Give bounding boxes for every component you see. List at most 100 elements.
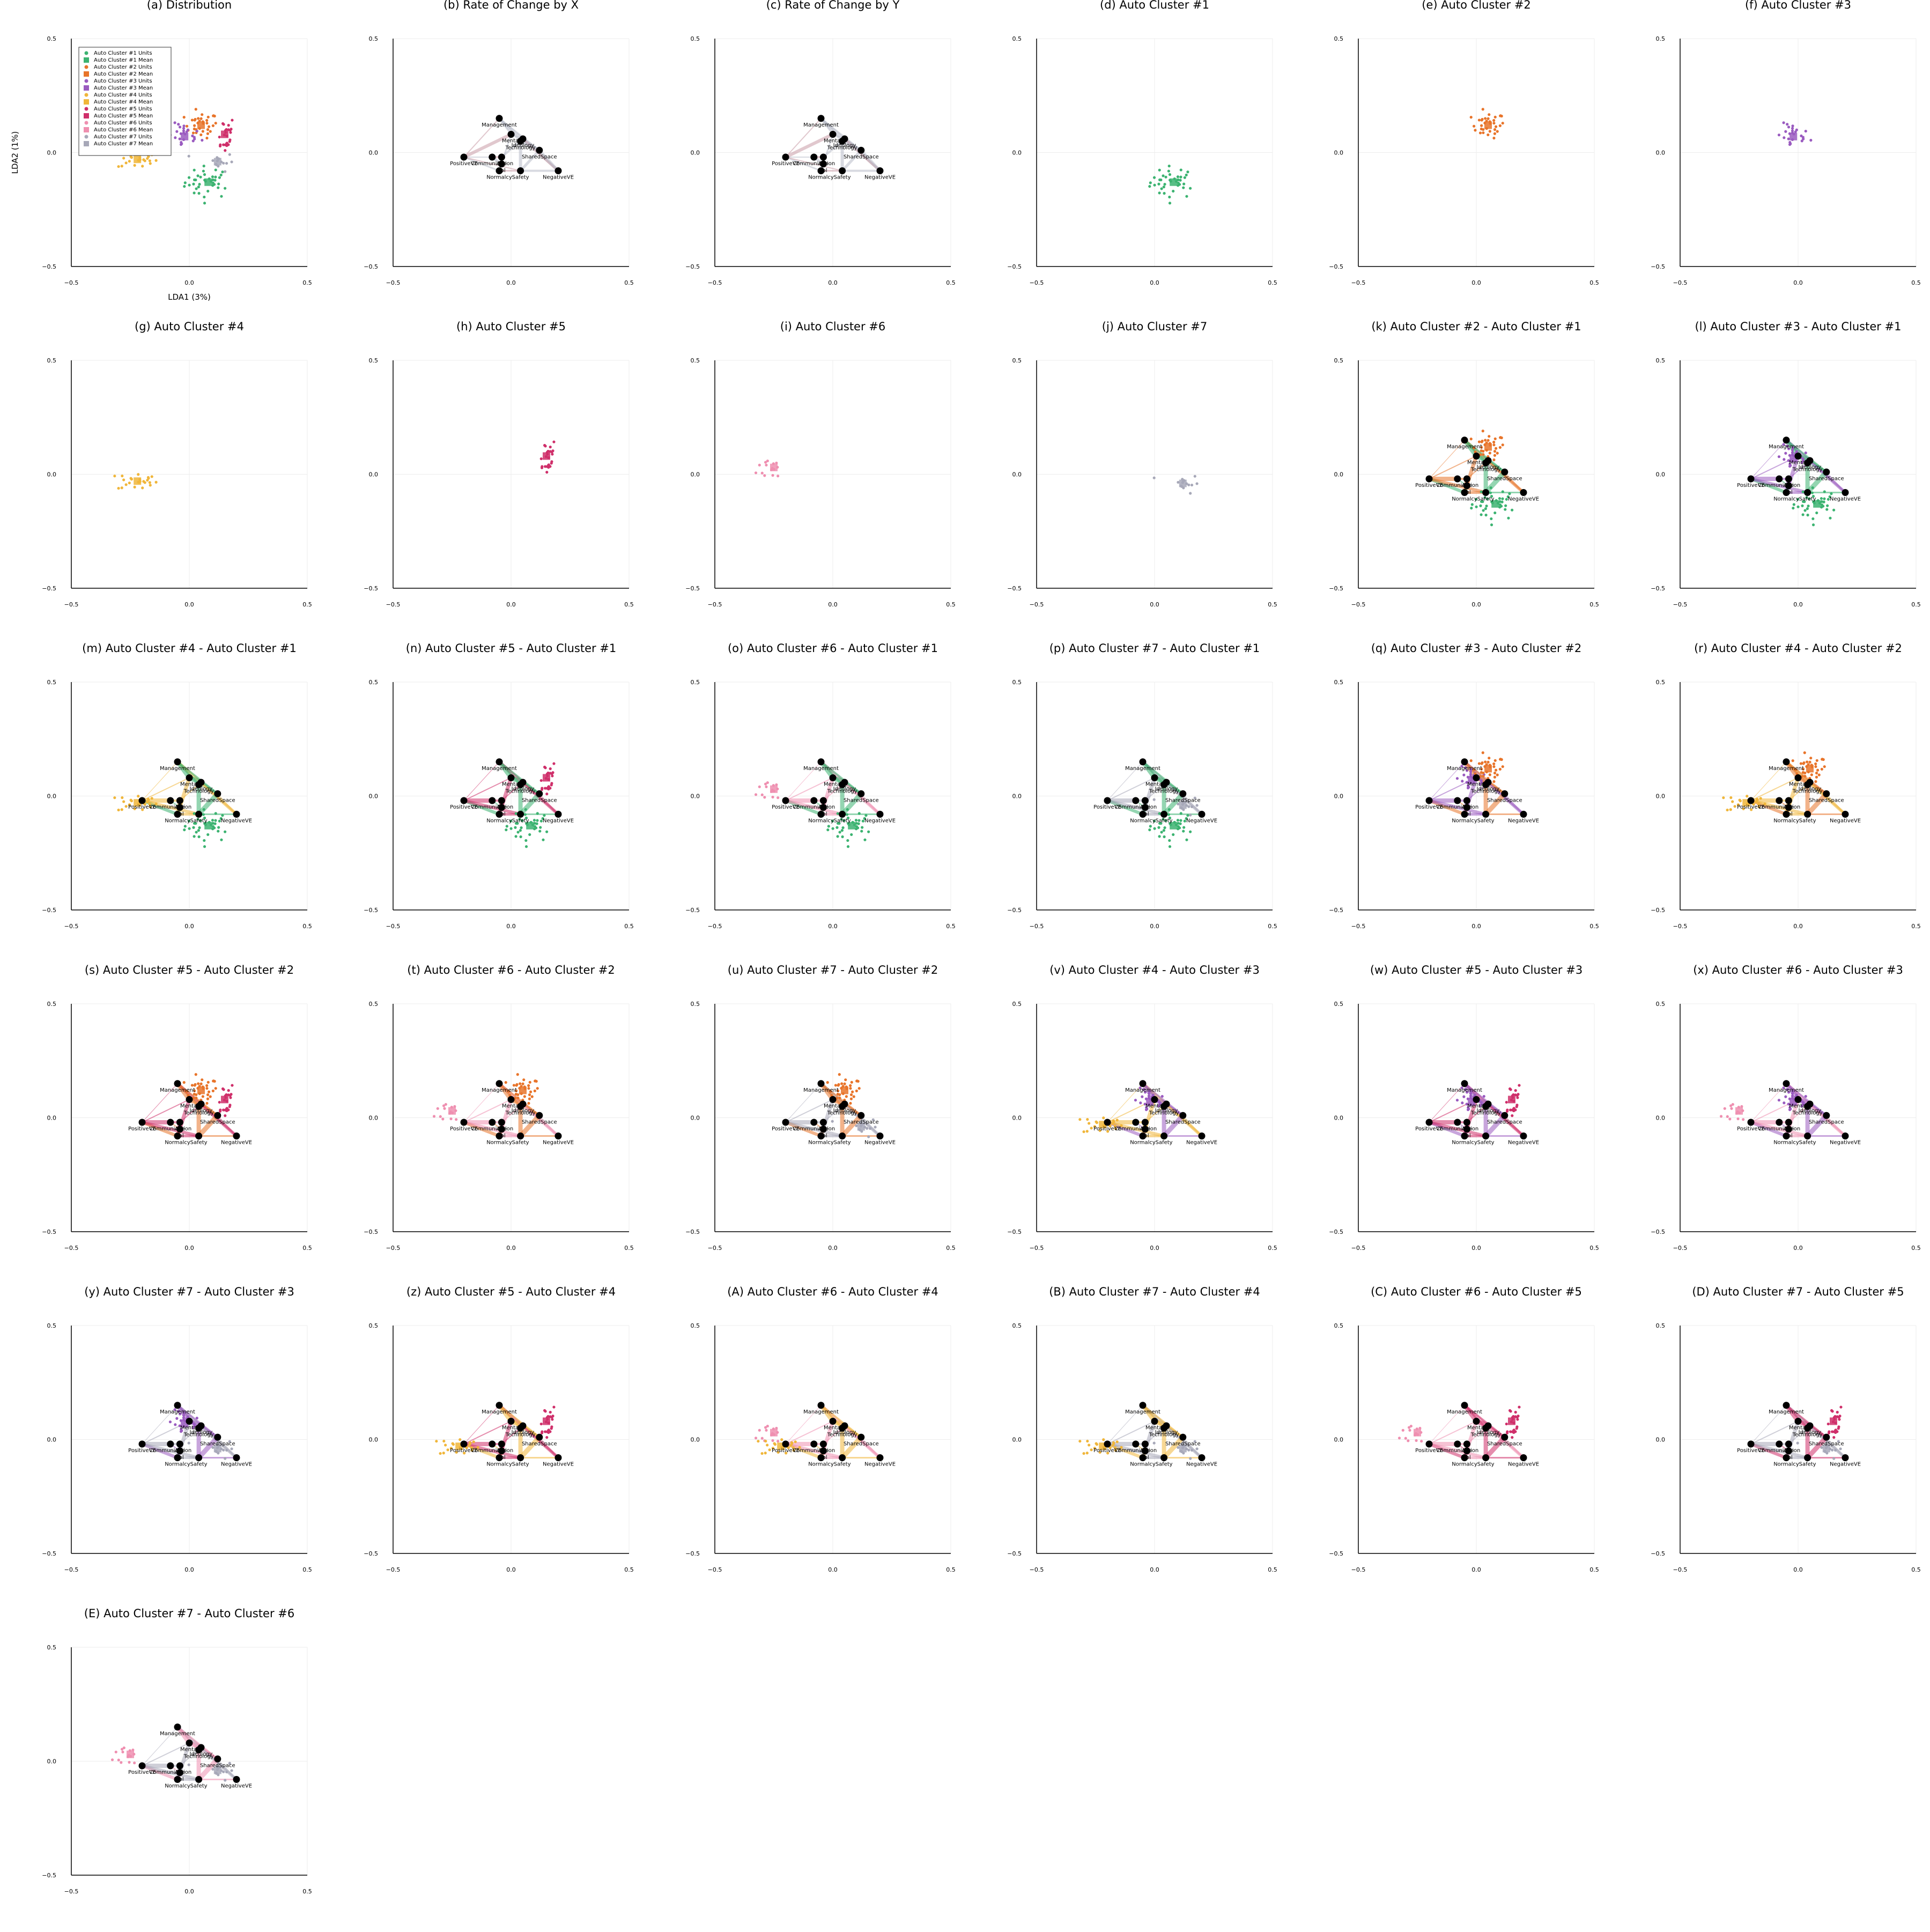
unit-point [228,1094,232,1097]
unit-point [150,475,153,478]
node-point [1179,1112,1187,1119]
unit-point [206,833,210,837]
unit-point [202,813,205,816]
unit-point [195,831,198,834]
unit-point [1472,768,1476,771]
edge-arrow [1483,1434,1507,1460]
unit-point [1168,195,1171,199]
unit-point [1093,1447,1096,1450]
node-label: Ideology [512,1430,535,1435]
node-label: Safety [512,175,529,181]
node-label: Ideology [1477,786,1500,792]
unit-point [212,183,216,186]
unit-point [845,813,848,816]
unit-point [1482,128,1485,131]
node-label: Safety [512,1140,529,1146]
unit-point [193,137,196,140]
unit-point [1487,760,1490,764]
unit-point [836,821,840,825]
unit-point [182,1416,186,1419]
unit-point [1832,508,1836,512]
x-tick-label: 0.0 [184,1245,194,1252]
unit-point [866,1127,869,1130]
node-point [839,1102,846,1110]
unit-point [1487,117,1490,120]
unit-point [1509,1088,1512,1091]
node-label: Ideology [190,1430,213,1435]
edge-arrow [1429,761,1465,801]
node-point [167,1762,174,1770]
unit-point [1187,1448,1190,1452]
edge-arrow [463,761,500,801]
unit-point [130,478,133,481]
unit-point [197,829,200,832]
unit-point [1488,130,1491,133]
unit-point [122,478,125,482]
node-point [1160,1424,1168,1432]
unit-point [1511,1436,1514,1439]
node-label: Mental [1789,782,1807,788]
node-label: Management [1125,1087,1160,1093]
legend-marker-mean [84,127,89,132]
node-point [174,1402,181,1409]
unit-point [1460,1086,1463,1090]
unit-point [442,1452,445,1455]
unit-point [1152,798,1156,801]
unit-point [758,785,761,788]
unit-point [754,793,758,796]
unit-point [197,835,201,839]
unit-point [1800,461,1803,464]
x-tick-label: 0.0 [1793,279,1803,286]
node-point [819,153,827,161]
cluster-mean-marker [1789,132,1798,140]
y-tick-label: 0.0 [1656,793,1666,800]
edge-arrow [784,1442,844,1460]
unit-point [1777,1099,1781,1102]
node-label: PositiveVE [1093,804,1121,810]
unit-point [1805,496,1808,499]
unit-point [1168,816,1172,820]
node-point [1785,1119,1792,1126]
y-tick-label: 0.5 [1334,1001,1344,1008]
unit-point [220,195,223,198]
unit-point [1082,1130,1085,1134]
node-label: Communication [1758,1126,1800,1132]
node-label: Technology [1149,788,1179,794]
unit-point [1493,437,1497,440]
unit-point [1177,802,1180,806]
node-label: Normalcy [1773,1462,1799,1468]
panel-20: (t) Auto Cluster #6 - Auto Cluster #2−0.… [364,964,633,1252]
y-tick-label: −0.5 [364,263,378,270]
cluster-mean-marker [221,1095,228,1104]
cluster-mean-marker [1491,500,1499,508]
unit-point [1742,1118,1745,1121]
node-point [1463,797,1470,804]
unit-point [1186,814,1189,817]
node-point [1482,781,1490,788]
unit-point [1149,825,1152,828]
node-label: Communication [149,1448,191,1454]
unit-point [1401,1428,1404,1432]
y-tick-label: 0.0 [47,150,57,157]
node-point [214,1433,221,1441]
y-tick-label: 0.5 [47,357,57,364]
unit-point [213,179,217,182]
unit-point [187,1441,190,1445]
unit-point [442,1104,446,1107]
unit-point [1482,453,1485,456]
unit-point [1153,183,1156,187]
node-point [167,797,174,804]
node-point [1461,758,1468,766]
panel-9: (i) Auto Cluster #6−0.5−0.50.00.00.50.5 [685,320,955,608]
y-tick-label: 0.0 [47,1437,57,1444]
panel-title: (A) Auto Cluster #6 - Auto Cluster #4 [727,1285,938,1298]
unit-point [766,781,769,784]
node-point [1139,1402,1147,1409]
unit-point [201,113,204,116]
edge-arrow [785,157,843,172]
unit-point [212,826,216,830]
unit-point [217,165,220,168]
edge-arrow [539,793,559,815]
unit-point [836,835,839,838]
x-tick-label: 0.0 [1793,601,1803,608]
